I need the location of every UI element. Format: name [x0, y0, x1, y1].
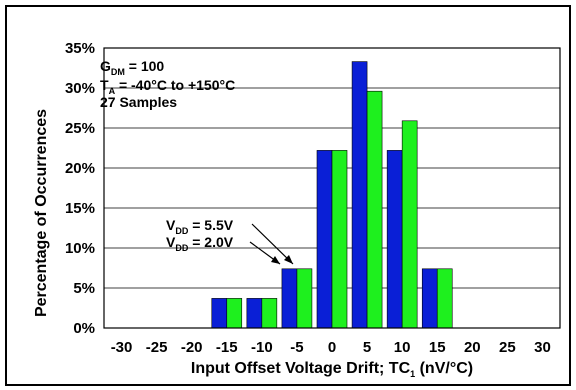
x-tick-label: -10 [251, 339, 273, 356]
gridlines [104, 87, 560, 289]
x-tick-label: -20 [181, 339, 203, 356]
figure-border [5, 5, 571, 386]
bar-vdd-2v0 [401, 120, 418, 329]
bar-vdd-2v0 [226, 298, 243, 329]
x-tick-label: 30 [534, 339, 551, 356]
bar-vdd-5v5 [281, 268, 298, 329]
x-tick-label: 25 [499, 339, 516, 356]
bar-vdd-2v0 [366, 90, 383, 329]
callout-arrow-5v5 [251, 223, 294, 265]
arrowhead-2v0 [271, 256, 280, 264]
bar-vdd-2v0 [436, 268, 453, 329]
samples-note: 27 Samples [100, 94, 177, 110]
bar-vdd-5v5 [316, 150, 333, 329]
x-tick-label: 20 [464, 339, 481, 356]
y-tick-label: 35% [65, 40, 95, 57]
y-tick-label: 15% [65, 200, 95, 217]
x-tick-label: -15 [216, 339, 238, 356]
series-callouts: VDD = 5.5V VDD = 2.0V [166, 217, 294, 265]
x-tick-label: -5 [290, 339, 303, 356]
y-tick-label: 25% [65, 120, 95, 137]
bar-vdd-2v0 [296, 268, 313, 329]
y-tick-label: 20% [65, 160, 95, 177]
y-axis-label: Percentage of Occurrences [33, 109, 50, 317]
x-tick-label: 15 [429, 339, 446, 356]
bar-vdd-5v5 [211, 298, 228, 329]
bar-vdd-5v5 [421, 268, 438, 329]
callout-vdd-2v0: VDD = 2.0V [166, 234, 234, 253]
y-tick-label: 10% [65, 240, 95, 257]
x-tick-label: -25 [146, 339, 168, 356]
bar-vdd-2v0 [331, 150, 348, 329]
arrowhead-5v5 [284, 255, 293, 264]
x-tick-labels: -30 -25 -20 -15 -10 -5 0 5 10 15 20 25 30 [111, 339, 551, 356]
gain-note: GDM = 100 [100, 58, 164, 77]
x-axis-label: Input Offset Voltage Drift; TC1 (nV/°C) [191, 360, 473, 379]
bar-vdd-5v5 [386, 150, 403, 329]
y-tick-labels: 0% 5% 10% 15% 20% 25% 30% 35% [65, 40, 95, 337]
x-tick-label: 5 [363, 339, 371, 356]
x-tick-label: -30 [111, 339, 133, 356]
y-tick-label: 30% [65, 80, 95, 97]
x-tick-label: 10 [394, 339, 411, 356]
callout-vdd-5v5: VDD = 5.5V [166, 217, 234, 236]
plot-area [103, 47, 561, 329]
bar-vdd-2v0 [261, 298, 278, 329]
y-tick-label: 0% [73, 320, 95, 337]
x-tick-label: 0 [328, 339, 336, 356]
conditions-annotation: GDM = 100 TA = -40°C to +150°C 27 Sample… [100, 58, 235, 110]
y-tick-label: 5% [73, 280, 95, 297]
bar-vdd-5v5 [246, 298, 263, 329]
bars [211, 61, 453, 329]
bar-vdd-5v5 [351, 61, 368, 329]
temperature-note: TA = -40°C to +150°C [100, 77, 235, 96]
